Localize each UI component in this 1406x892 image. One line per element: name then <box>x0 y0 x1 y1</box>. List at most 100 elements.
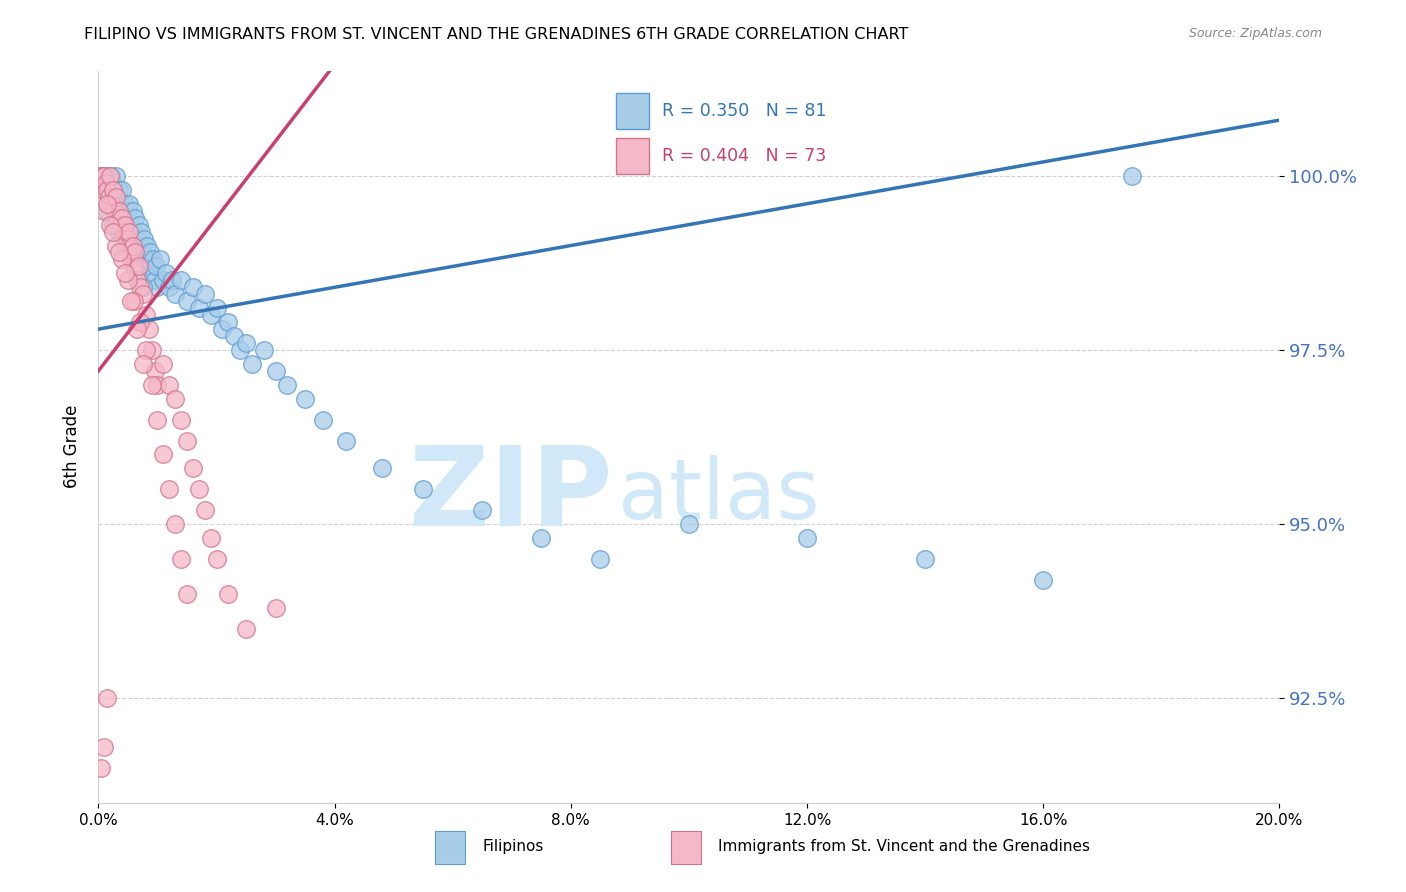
Point <box>114 196 136 211</box>
Point <box>138 322 160 336</box>
Point <box>122 225 145 239</box>
Point <box>235 622 257 636</box>
Point <box>135 308 157 322</box>
Point <box>93 169 115 183</box>
Point <box>141 266 163 280</box>
Point <box>135 343 157 357</box>
Point <box>115 211 138 225</box>
Point <box>194 287 217 301</box>
Point <box>135 238 157 252</box>
Point <box>120 252 142 267</box>
Point <box>914 552 936 566</box>
Point <box>678 517 700 532</box>
Point <box>125 266 148 280</box>
Point <box>530 531 553 545</box>
Point <box>96 183 118 197</box>
Point <box>98 169 121 183</box>
Point <box>165 392 187 406</box>
Point <box>105 211 128 225</box>
Point <box>100 196 122 211</box>
Point <box>120 252 142 267</box>
Point <box>224 329 246 343</box>
Point <box>105 190 128 204</box>
Point <box>471 503 494 517</box>
Point <box>132 357 155 371</box>
Point <box>139 245 162 260</box>
Point <box>143 273 166 287</box>
Point <box>103 176 125 190</box>
Point <box>118 225 141 239</box>
Point <box>264 600 287 615</box>
Point <box>170 412 193 426</box>
Point <box>200 308 222 322</box>
Point <box>412 483 434 497</box>
Point <box>114 238 136 252</box>
Point <box>94 176 117 190</box>
Point <box>125 273 148 287</box>
Point <box>114 266 136 280</box>
Point <box>105 238 128 252</box>
Point <box>103 225 125 239</box>
Point <box>104 183 127 197</box>
Point <box>145 260 167 274</box>
Point <box>111 211 134 225</box>
Point <box>108 245 131 260</box>
Point <box>96 203 118 218</box>
Point <box>135 252 157 267</box>
Point <box>146 377 169 392</box>
Point <box>142 252 165 267</box>
Point <box>589 552 612 566</box>
Point <box>240 357 263 371</box>
Text: ZIP: ZIP <box>409 442 612 549</box>
Point <box>335 434 357 448</box>
Point <box>187 483 209 497</box>
Point <box>229 343 252 357</box>
Point <box>120 218 142 232</box>
Point <box>132 287 155 301</box>
Point <box>157 483 180 497</box>
Point <box>91 169 114 183</box>
Point <box>100 169 122 183</box>
Point <box>108 183 131 197</box>
Point <box>155 266 177 280</box>
Point <box>93 203 115 218</box>
Point <box>312 412 335 426</box>
Point <box>98 190 121 204</box>
Point <box>170 552 193 566</box>
Text: atlas: atlas <box>619 455 820 536</box>
Point <box>253 343 276 357</box>
Point <box>146 280 169 294</box>
Point <box>1121 169 1143 183</box>
Point <box>157 377 180 392</box>
Point <box>176 294 198 309</box>
Point <box>124 211 146 225</box>
Point <box>104 203 127 218</box>
Point <box>122 260 145 274</box>
Point <box>176 434 198 448</box>
Point <box>117 203 139 218</box>
Point <box>1032 573 1054 587</box>
Point <box>176 587 198 601</box>
Point <box>217 587 239 601</box>
Point <box>120 294 142 309</box>
Point <box>170 273 193 287</box>
Point <box>205 301 228 316</box>
Text: FILIPINO VS IMMIGRANTS FROM ST. VINCENT AND THE GRENADINES 6TH GRADE CORRELATION: FILIPINO VS IMMIGRANTS FROM ST. VINCENT … <box>84 27 908 42</box>
Point <box>194 503 217 517</box>
Point <box>105 169 128 183</box>
Point <box>98 176 121 190</box>
Point <box>96 196 118 211</box>
Point <box>108 225 131 239</box>
Point <box>96 691 118 706</box>
Point <box>276 377 298 392</box>
Point <box>110 218 132 232</box>
Point <box>146 412 169 426</box>
Point <box>98 183 121 197</box>
Point <box>211 322 233 336</box>
Point <box>217 315 239 329</box>
Point <box>112 225 135 239</box>
Point <box>149 252 172 267</box>
Point <box>103 183 125 197</box>
Point <box>124 245 146 260</box>
Point <box>205 552 228 566</box>
